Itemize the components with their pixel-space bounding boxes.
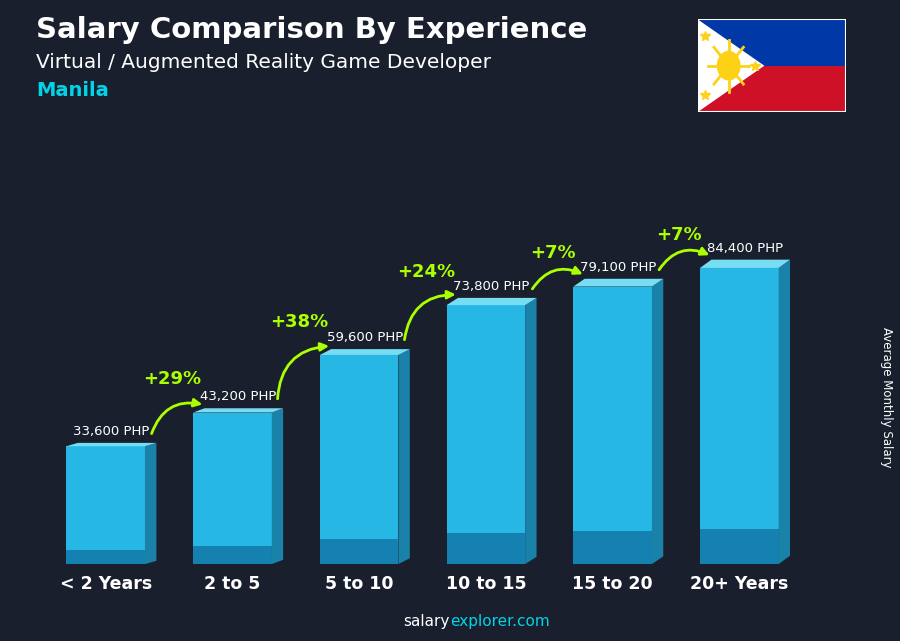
Bar xyxy=(194,546,272,564)
Text: Average Monthly Salary: Average Monthly Salary xyxy=(880,327,893,468)
Bar xyxy=(573,531,652,564)
Polygon shape xyxy=(194,408,284,413)
Bar xyxy=(320,539,399,564)
Text: +7%: +7% xyxy=(656,226,702,244)
Polygon shape xyxy=(778,260,790,564)
Bar xyxy=(573,287,652,564)
Bar xyxy=(194,413,272,564)
Bar xyxy=(446,533,525,564)
Bar xyxy=(320,355,399,564)
Text: 59,600 PHP: 59,600 PHP xyxy=(327,331,403,344)
Bar xyxy=(698,19,846,66)
Polygon shape xyxy=(525,298,536,564)
Text: 73,800 PHP: 73,800 PHP xyxy=(454,280,530,293)
Bar xyxy=(698,66,846,112)
Text: Salary Comparison By Experience: Salary Comparison By Experience xyxy=(36,16,587,44)
Bar xyxy=(67,550,145,564)
Bar xyxy=(446,305,525,564)
Polygon shape xyxy=(320,349,410,355)
Text: 43,200 PHP: 43,200 PHP xyxy=(200,390,276,403)
Text: +29%: +29% xyxy=(143,370,202,388)
Polygon shape xyxy=(272,408,284,564)
Polygon shape xyxy=(652,279,663,564)
Polygon shape xyxy=(573,279,663,287)
Bar xyxy=(700,268,778,564)
Bar xyxy=(67,446,145,564)
Text: 33,600 PHP: 33,600 PHP xyxy=(73,425,149,438)
Polygon shape xyxy=(67,443,157,446)
Text: 79,100 PHP: 79,100 PHP xyxy=(580,261,656,274)
Text: +24%: +24% xyxy=(397,263,455,281)
Text: explorer.com: explorer.com xyxy=(450,615,550,629)
Polygon shape xyxy=(698,19,764,112)
Polygon shape xyxy=(145,443,157,564)
Text: +38%: +38% xyxy=(270,313,328,331)
Text: salary: salary xyxy=(403,615,450,629)
Circle shape xyxy=(716,51,741,81)
Text: Virtual / Augmented Reality Game Developer: Virtual / Augmented Reality Game Develop… xyxy=(36,53,491,72)
Polygon shape xyxy=(399,349,410,564)
Text: 84,400 PHP: 84,400 PHP xyxy=(706,242,783,254)
Polygon shape xyxy=(446,298,536,305)
Text: Manila: Manila xyxy=(36,81,109,101)
Polygon shape xyxy=(700,260,790,268)
Bar xyxy=(700,529,778,564)
Text: +7%: +7% xyxy=(530,244,575,262)
